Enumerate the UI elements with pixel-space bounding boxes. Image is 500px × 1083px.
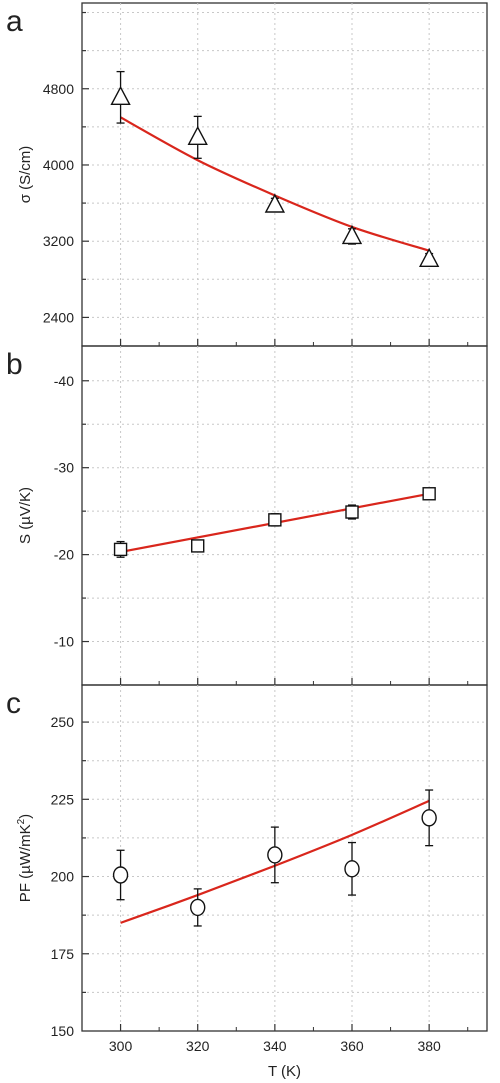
- panel-b-ticks: -40 -30 -20 -10: [54, 373, 469, 685]
- panel-b-data-point: [113, 542, 128, 557]
- panel-c-y-tick-label: 225: [51, 791, 75, 807]
- panel-c-y-tick-label: 200: [51, 869, 75, 885]
- panel-b-y-tick-label: -40: [54, 373, 74, 389]
- panel-a-y-tick-label: 2400: [43, 309, 74, 325]
- panel-a: 2400 3200 4000 4800 a σ (S/cm): [6, 2, 488, 347]
- x-axis-title: T (K): [268, 1063, 301, 1080]
- panel-a-data-point: [110, 85, 131, 106]
- panel-a-data-point: [264, 193, 286, 213]
- panel-c-ylabel-main: PF (µW/mK: [17, 824, 34, 902]
- panel-a-y-tick-label: 4800: [43, 81, 74, 97]
- panel-b-ylabel: S (µV/K): [17, 487, 34, 544]
- panel-a-y-tick-label: 3200: [43, 233, 74, 249]
- panel-a-ylabel: σ (S/cm): [17, 146, 34, 204]
- panel-c-frame: [81, 684, 488, 1032]
- panel-b-data-point: [345, 505, 359, 519]
- x-tick-label: 300: [109, 1038, 133, 1054]
- panel-a-grid: [82, 3, 487, 346]
- panel-a-y-tick-label: 4000: [43, 157, 74, 173]
- panel-c-data-point: [421, 809, 437, 827]
- panel-c-points: [112, 789, 437, 927]
- panel-b-y-tick-label: -20: [54, 547, 74, 563]
- panel-c-y-tick-label: 175: [51, 946, 75, 962]
- panel-c-ylabel-sup: 2: [16, 818, 27, 824]
- x-tick-label: 340: [263, 1038, 287, 1054]
- panel-b-frame: [81, 345, 488, 686]
- panel-b-y-tick-label: -30: [54, 460, 74, 476]
- panel-a-data-point: [341, 224, 363, 245]
- panel-c-data-point: [112, 866, 129, 884]
- panel-c-data-point: [190, 898, 206, 917]
- panel-c-y-tick-label: 250: [51, 714, 75, 730]
- panel-c-data-point: [344, 860, 360, 878]
- panel-a-data-point: [418, 247, 440, 267]
- x-tick-label: 320: [186, 1038, 210, 1054]
- x-tick-label: 380: [417, 1038, 441, 1054]
- panel-a-ticks: 2400 3200 4000 4800: [43, 11, 469, 346]
- panel-c-y-tick-label: 150: [51, 1023, 75, 1039]
- panel-b-points: [113, 487, 436, 558]
- panel-a-points: [110, 70, 440, 267]
- panel-c: 150 175 200 225 250 300 320 340 360 380 c PF (µW/…: [6, 684, 488, 1080]
- panel-b-y-tick-label: -10: [54, 634, 74, 650]
- panel-c-letter: c: [6, 687, 21, 720]
- panel-c-data-point: [267, 846, 283, 864]
- panel-c-ticks: 150 175 200 225 250 300 320 340 360 380: [51, 714, 469, 1054]
- panel-a-frame: [81, 2, 488, 347]
- panel-c-grid: [82, 685, 487, 1031]
- panel-b-grid: [82, 346, 487, 685]
- panel-b-data-point: [191, 539, 205, 553]
- panel-a-letter: a: [6, 5, 23, 38]
- panel-b-letter: b: [6, 348, 23, 381]
- panel-b-data-point: [268, 513, 282, 527]
- panel-b: -40 -30 -20 -10 b S (µV/K): [6, 345, 488, 686]
- x-tick-label: 360: [340, 1038, 364, 1054]
- panel-a-data-point: [187, 125, 208, 146]
- panel-b-data-point: [422, 487, 436, 501]
- panel-c-ylabel: PF (µW/mK2): [16, 814, 34, 902]
- panel-c-ylabel-end: ): [17, 814, 34, 819]
